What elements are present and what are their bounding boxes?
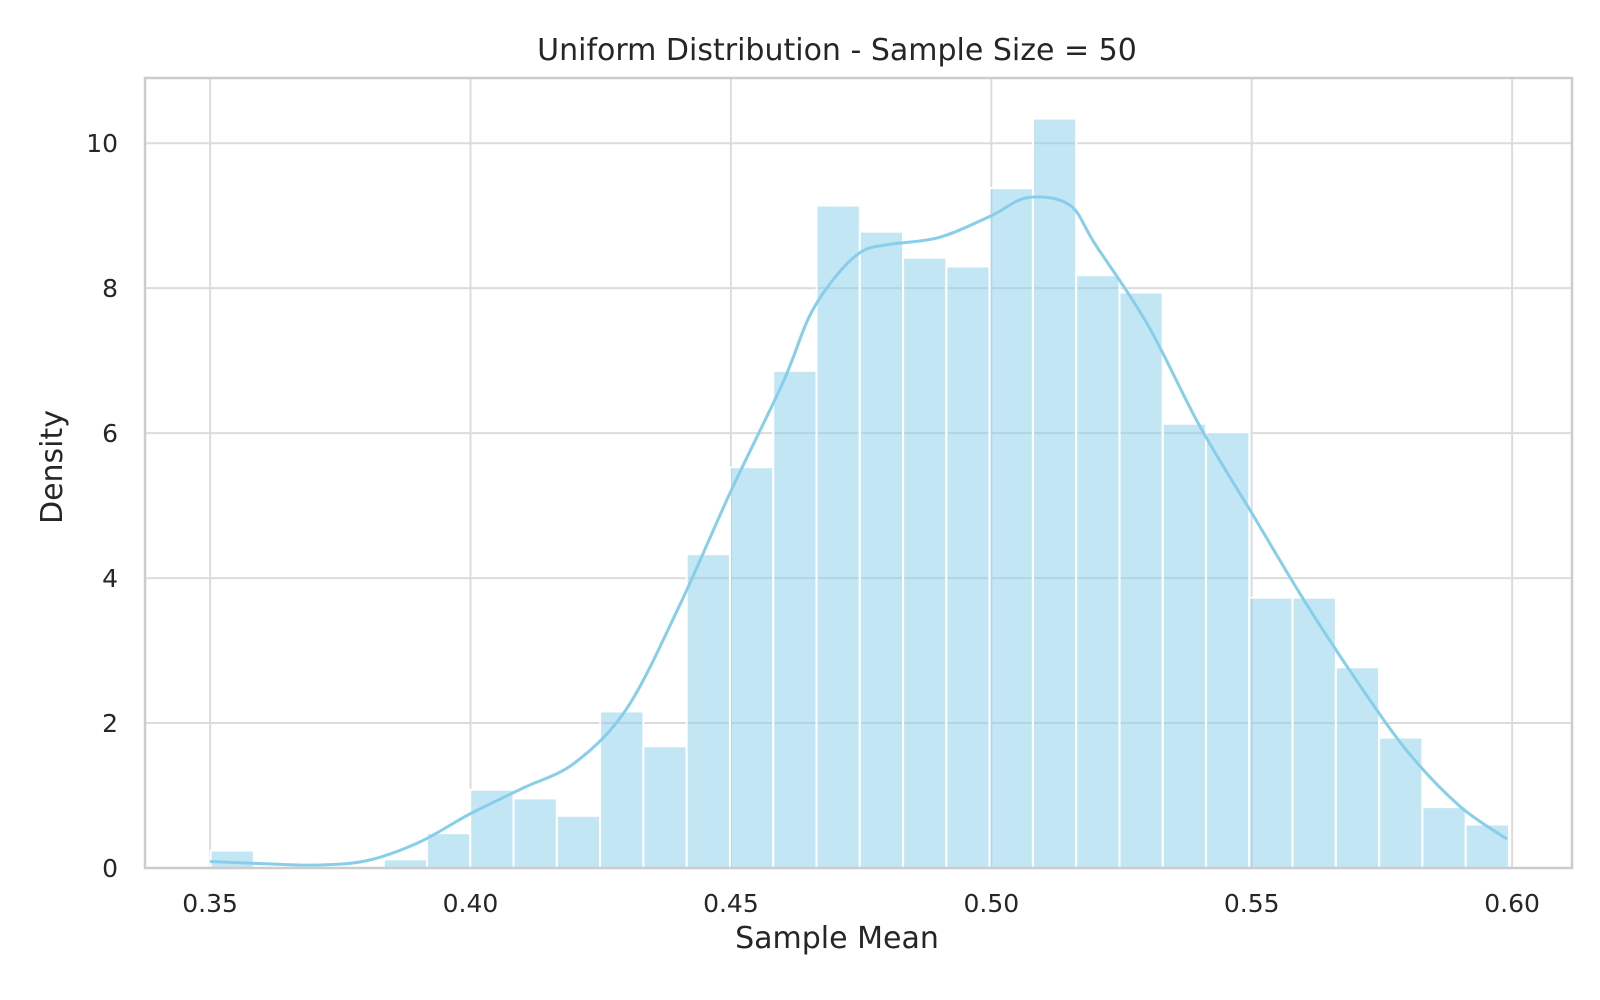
y-axis-label: Density [35, 410, 70, 524]
histogram-bar [1031, 117, 1078, 869]
histogram-bar [512, 797, 558, 869]
chart-title: Uniform Distribution - Sample Size = 50 [537, 33, 1137, 68]
y-tick-label: 0 [102, 854, 118, 883]
x-tick-label: 0.60 [1484, 889, 1540, 918]
x-tick-label: 0.35 [182, 889, 238, 918]
y-tick-label: 8 [102, 274, 118, 303]
plot-frame [143, 76, 1574, 870]
x-tick-label: 0.55 [1224, 889, 1280, 918]
histogram-bars [209, 117, 1510, 870]
histogram-bar [902, 256, 948, 870]
kde-curve [210, 195, 1508, 867]
x-axis-ticks: 0.35 0.40 0.45 0.50 0.55 0.60 [182, 889, 1540, 918]
y-tick-label: 6 [102, 419, 118, 448]
histogram-bar [1334, 666, 1381, 869]
histogram-bar [1248, 596, 1294, 869]
y-axis-ticks: 0 2 4 6 8 10 [86, 129, 118, 883]
y-tick-label: 10 [86, 129, 118, 158]
histogram-bar [945, 265, 991, 869]
histogram-bar [209, 849, 255, 870]
x-tick-label: 0.40 [443, 889, 499, 918]
histogram-bar [599, 710, 645, 869]
histogram-bar [858, 230, 905, 870]
histogram-bar [988, 187, 1034, 869]
histogram-bar [1075, 274, 1121, 869]
histogram-bar [1118, 291, 1164, 869]
histogram-bar [685, 553, 731, 869]
x-tick-label: 0.45 [703, 889, 759, 918]
histogram-bar [1378, 736, 1424, 869]
histogram-bar [642, 745, 688, 869]
x-tick-label: 0.50 [963, 889, 1019, 918]
histogram-bar [815, 204, 861, 869]
histogram-bar [772, 369, 818, 869]
histogram-bar [1421, 806, 1467, 869]
x-axis-label: Sample Mean [735, 921, 939, 956]
histogram-bar [1161, 422, 1208, 869]
y-tick-label: 4 [102, 564, 118, 593]
histogram-bar [555, 814, 602, 870]
histogram-bar [1291, 596, 1337, 869]
y-tick-label: 2 [102, 709, 118, 738]
histogram-bar [426, 832, 472, 869]
histogram-bar [1464, 823, 1510, 869]
histogram-bar [382, 858, 429, 869]
histogram-bar [728, 466, 775, 869]
